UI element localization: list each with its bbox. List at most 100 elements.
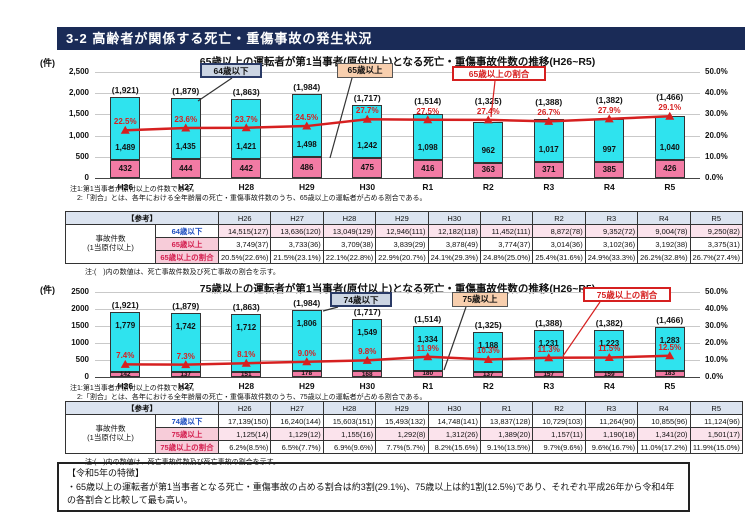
table-year-header: H29 xyxy=(375,211,429,225)
summary-body: ・65歳以上の運転者が第1当事者となる死亡・重傷事故の占める割合は約3割(29.… xyxy=(67,481,675,506)
bar-value-label: 1,334 xyxy=(417,334,438,344)
table-row: 事故件数 (1当原付以上) 74歳以下 17,139(150) 16,240(144) 1… xyxy=(65,414,743,454)
bar-value-label: 1,223 xyxy=(599,339,620,348)
gridline xyxy=(95,292,700,293)
bar-bottom-value-label: 180 xyxy=(422,370,434,378)
bar-bottom-value-label: 137 xyxy=(482,371,494,379)
bar-value-label: 1,040 xyxy=(659,142,680,152)
bar-total-label: (1,325) xyxy=(474,319,502,330)
axis-tick-label: 0 xyxy=(84,372,89,381)
reference-table: 【参考】 H26 H27 H28 H29 H30 R1 R2 R3 R4 R5 事故件数 (1当原付以上… xyxy=(65,211,743,264)
table-cell: 9.1%(13.5%) xyxy=(479,440,534,454)
bar-total-label: (1,879) xyxy=(172,301,200,312)
table-cell: 11,452(111) xyxy=(479,224,534,238)
table-cell: 17,139(150) xyxy=(217,414,272,428)
legend-under-age: 64歳以下 xyxy=(200,63,262,78)
bar-total-label: (1,382) xyxy=(595,94,623,105)
bar-bottom-segment xyxy=(110,159,141,178)
axis-tick-label: 20.0% xyxy=(705,130,728,140)
table-cell: 11.0%(17.2%) xyxy=(637,440,691,454)
table-row-label: 74歳以下 xyxy=(155,414,219,428)
percent-label: 27.9% xyxy=(597,105,621,115)
chart-note: 2:「割合」とは、各年における全年齢層の死亡・重傷事故件数のうち、75歳以上の運… xyxy=(70,393,427,401)
axis-tick-label: 2,500 xyxy=(68,67,89,76)
bar-bottom-segment xyxy=(291,157,322,178)
bar-bottom-value-label: 157 xyxy=(543,370,555,378)
bar-bottom-segment xyxy=(533,371,564,377)
table-cell: 10,729(103) xyxy=(532,414,586,428)
table-year-header: R5 xyxy=(689,211,743,225)
gridline xyxy=(95,72,700,73)
category-label: H27 xyxy=(177,381,194,391)
percent-label: 27.4% xyxy=(476,106,500,116)
bar-total-label: (1,921) xyxy=(111,84,139,95)
table-cell: 3,733(36) xyxy=(270,237,324,251)
table-cell: 3,878(49) xyxy=(427,237,481,251)
table-cell: 13,837(128) xyxy=(479,414,534,428)
bar-total-label: (1,863) xyxy=(232,87,260,97)
bar-value-label: 1,231 xyxy=(538,338,559,348)
table-row-label: 75歳以上 xyxy=(155,427,219,441)
percent-label: 27.5% xyxy=(416,106,440,116)
bar-value-label: 1,742 xyxy=(175,322,196,332)
table-year-header: H26 xyxy=(217,211,272,225)
table-year-header: H30 xyxy=(427,401,481,415)
table-cell: 9,352(72) xyxy=(584,224,639,238)
category-label: H26 xyxy=(117,182,134,192)
category-label: R1 xyxy=(422,182,434,192)
table-row-label: 65歳以上の割合 xyxy=(155,250,219,264)
table-year-header: R2 xyxy=(532,401,586,415)
summary-box: 【令和5年の特徴】 ・65歳以上の運転者が第1当事者となる死亡・重傷事故の占める… xyxy=(57,462,690,512)
bar-bottom-value-label: 371 xyxy=(542,165,556,175)
bar-bottom-value-label: 432 xyxy=(118,163,132,173)
table-row: 65歳以上 3,749(37) 3,733(36) 3,709(38) 3,839(29… xyxy=(66,237,743,251)
category-label: R5 xyxy=(664,381,676,391)
bar-total-label: (1,325) xyxy=(474,95,502,106)
bar-bottom-value-label: 486 xyxy=(300,162,314,172)
bar-value-label: 1,421 xyxy=(236,142,257,152)
bar-total-label: (1,466) xyxy=(656,315,684,326)
table-cell: 8.2%(15.6%) xyxy=(427,440,481,454)
bar-bottom-value-label: 142 xyxy=(119,371,131,379)
gridline xyxy=(95,326,700,327)
bar-value-label: 997 xyxy=(602,144,616,154)
gridline xyxy=(95,114,700,116)
table-cell: 8,872(78) xyxy=(532,224,586,238)
axis-tick-label: 10.0% xyxy=(705,151,728,161)
category-label: H28 xyxy=(238,381,255,391)
legend-over-age: 65歳以上 xyxy=(337,63,393,78)
bar-total-label: (1,984) xyxy=(293,81,321,92)
table-cell: 22.1%(22.8%) xyxy=(322,250,377,264)
category-label: H26 xyxy=(117,381,134,391)
table-cell: 26.2%(32.8%) xyxy=(637,250,691,264)
axis-tick-label: 30.0% xyxy=(705,109,728,119)
bar-value-label: 1,712 xyxy=(236,322,257,332)
bar-bottom-value-label: 385 xyxy=(602,164,616,174)
bar-total-label: (1,388) xyxy=(535,97,563,108)
table-cell: 3,375(31) xyxy=(689,237,743,251)
bar-bottom-segment xyxy=(231,159,262,178)
bar-bottom-value-label: 416 xyxy=(421,164,435,174)
table-year-header: H30 xyxy=(427,211,481,225)
bar-bottom-value-label: 442 xyxy=(239,163,253,173)
table-cell: 3,192(38) xyxy=(637,237,691,251)
table-cell: 1,155(16) xyxy=(322,427,377,441)
axis-tick-label: 20.0% xyxy=(705,338,728,347)
table-row: 65歳以上の割合 20.5%(22.6%) 21.5%(23.1%) 22.1%(22… xyxy=(66,250,743,264)
table-cell: 25.4%(31.6%) xyxy=(532,250,586,264)
table-cell: 26.7%(27.4%) xyxy=(689,250,743,264)
table-cell: 3,839(29) xyxy=(375,237,429,251)
table-year-header: H27 xyxy=(270,211,324,225)
bar-value-label: 1,242 xyxy=(357,140,378,150)
axis-tick-label: 50.0% xyxy=(705,287,728,296)
table-group-label-line: 事故件数 xyxy=(95,424,126,434)
bar-bottom-value-label: 363 xyxy=(481,165,495,175)
percent-label: 12.5% xyxy=(658,342,682,352)
reference-table: 【参考】 H26 H27 H28 H29 H30 R1 R2 R3 R4 R5 事故件数 (1当原付以上… xyxy=(65,401,743,454)
legend-over-age: 75歳以上 xyxy=(452,292,508,307)
page-title: 3-2 高齢者が関係する死亡・重傷事故の発生状況 xyxy=(57,27,745,50)
table-cell: 24.8%(25.0%) xyxy=(479,250,534,264)
table-year-header: H29 xyxy=(375,401,429,415)
